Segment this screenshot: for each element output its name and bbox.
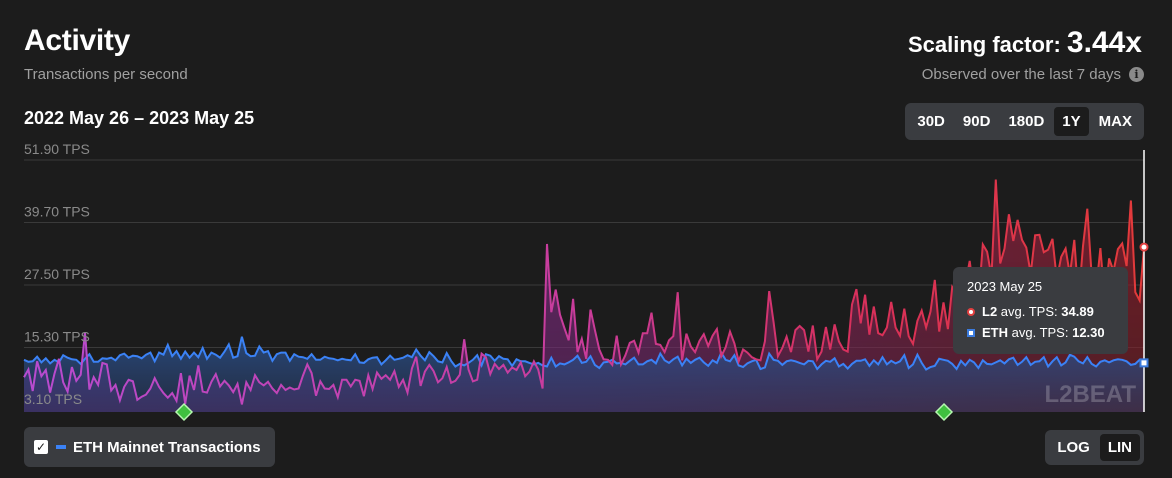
tooltip-eth-value: 12.30 xyxy=(1072,325,1105,340)
checkbox-checked-icon[interactable]: ✓ xyxy=(34,440,48,454)
eth-legend-label: ETH Mainnet Transactions xyxy=(73,438,261,456)
y-tick-label: 39.70 TPS xyxy=(24,204,90,220)
timeframe-selector: 30D 90D 180D 1Y MAX xyxy=(905,103,1144,140)
log-scale-button[interactable]: LOG xyxy=(1057,439,1090,456)
eth-hover-point xyxy=(1139,358,1149,368)
eth-square-icon xyxy=(967,328,975,337)
eth-mainnet-toggle[interactable]: ✓ ETH Mainnet Transactions xyxy=(24,427,275,467)
eth-series-line xyxy=(23,336,1145,371)
date-range-label: 2022 May 26 – 2023 May 25 xyxy=(24,108,255,128)
l2-hover-point xyxy=(1139,242,1149,252)
event-diamond-icon[interactable] xyxy=(934,402,954,422)
l2beat-watermark: L2BEAT xyxy=(1044,381,1136,408)
timeframe-180d-button[interactable]: 180D xyxy=(1008,113,1045,130)
page-title: Activity xyxy=(24,24,130,57)
watermark-text: L2BEAT xyxy=(1044,381,1136,408)
tooltip-date: 2023 May 25 xyxy=(967,279,1043,294)
y-tick-label: 3.10 TPS xyxy=(24,391,82,407)
scale-selector: LOG LIN xyxy=(1045,430,1144,465)
y-tick-label: 15.30 TPS xyxy=(24,329,90,345)
timeframe-90d-button[interactable]: 90D xyxy=(962,113,991,130)
tooltip-eth-label: ETH xyxy=(982,325,1008,340)
tooltip-l2-label: L2 xyxy=(982,304,998,319)
page-subtitle: Transactions per second xyxy=(24,66,188,83)
scaling-factor-label: Scaling factor: xyxy=(907,32,1061,57)
l2-dot-icon xyxy=(967,307,975,316)
activity-chart[interactable]: 3.10 TPS 15.30 TPS 27.50 TPS 39.70 TPS 51.90… xyxy=(0,140,1172,430)
observed-note: Observed over the last 7 days i xyxy=(922,66,1144,83)
tooltip-eth-text: avg. TPS: xyxy=(1011,325,1069,340)
tooltip-eth-row: ETH avg. TPS: 12.30 xyxy=(967,325,1114,340)
scaling-factor: Scaling factor: 3.44x xyxy=(908,26,1142,60)
tooltip-l2-value: 34.89 xyxy=(1061,304,1094,319)
y-tick-label: 27.50 TPS xyxy=(24,266,90,282)
tooltip-l2-text: avg. TPS: xyxy=(1000,304,1058,319)
chart-markers xyxy=(174,150,1149,422)
timeframe-1y-button[interactable]: 1Y xyxy=(1054,107,1089,136)
chart-tooltip: 2023 May 25 L2 avg. TPS: 34.89 ETH avg. … xyxy=(953,267,1128,354)
tooltip-l2-row: L2 avg. TPS: 34.89 xyxy=(967,304,1114,319)
info-icon[interactable]: i xyxy=(1129,67,1144,82)
event-diamond-icon[interactable] xyxy=(174,402,194,422)
timeframe-30d-button[interactable]: 30D xyxy=(917,113,945,130)
observed-text: Observed over the last 7 days xyxy=(921,66,1121,83)
eth-legend-swatch xyxy=(56,445,66,449)
y-axis-ticks: 3.10 TPS 15.30 TPS 27.50 TPS 39.70 TPS 51.90… xyxy=(24,141,90,407)
l2-area xyxy=(24,179,1144,412)
timeframe-max-button[interactable]: MAX xyxy=(1098,113,1132,130)
scaling-factor-value: 3.44x xyxy=(1066,26,1142,59)
y-tick-label: 51.90 TPS xyxy=(24,141,90,157)
eth-area xyxy=(24,336,1144,412)
lin-scale-button[interactable]: LIN xyxy=(1099,434,1140,461)
